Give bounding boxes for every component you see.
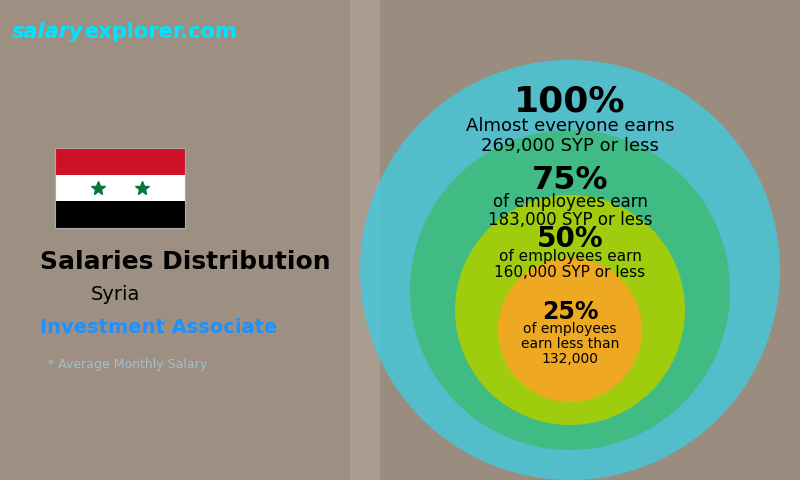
Text: 75%: 75% (532, 165, 608, 196)
Text: 25%: 25% (542, 300, 598, 324)
Bar (55, 175, 185, 201)
Text: salary: salary (12, 22, 84, 42)
Text: Syria: Syria (90, 285, 140, 304)
Text: Investment Associate: Investment Associate (40, 318, 278, 337)
FancyBboxPatch shape (350, 0, 800, 480)
Bar (55, 148, 185, 175)
Text: of employees: of employees (523, 322, 617, 336)
Text: 132,000: 132,000 (542, 352, 598, 366)
Text: 50%: 50% (537, 225, 603, 253)
Text: explorer.com: explorer.com (84, 22, 237, 42)
Text: Almost everyone earns: Almost everyone earns (466, 117, 674, 135)
Text: earn less than: earn less than (521, 337, 619, 351)
Text: 100%: 100% (514, 85, 626, 119)
Text: 183,000 SYP or less: 183,000 SYP or less (488, 211, 652, 229)
Text: 160,000 SYP or less: 160,000 SYP or less (494, 265, 646, 280)
Circle shape (410, 130, 730, 450)
Bar (55, 148, 185, 228)
Circle shape (498, 258, 642, 402)
Text: 269,000 SYP or less: 269,000 SYP or less (481, 137, 659, 155)
Text: * Average Monthly Salary: * Average Monthly Salary (48, 358, 207, 371)
Text: Salaries Distribution: Salaries Distribution (40, 250, 330, 274)
Circle shape (455, 195, 685, 425)
FancyBboxPatch shape (0, 0, 380, 480)
Text: of employees earn: of employees earn (493, 193, 647, 211)
Circle shape (360, 60, 780, 480)
Bar (55, 201, 185, 228)
Text: of employees earn: of employees earn (498, 249, 642, 264)
